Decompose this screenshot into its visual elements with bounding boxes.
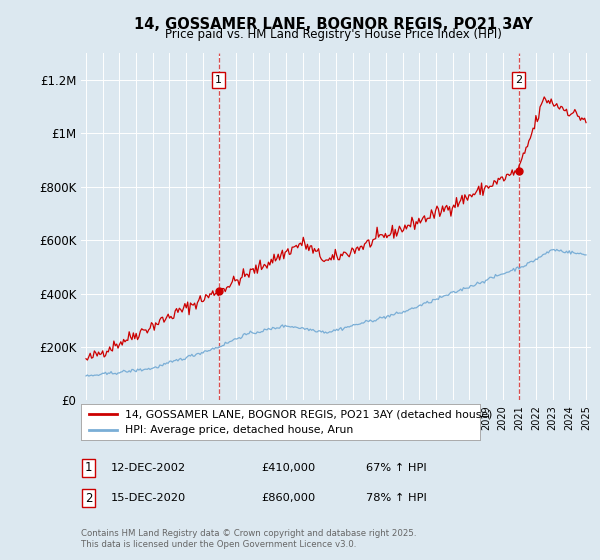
Text: 12-DEC-2002: 12-DEC-2002 [111,463,186,473]
Text: 2: 2 [85,492,92,505]
Text: 2: 2 [515,75,522,85]
Text: 1: 1 [85,461,92,474]
Text: £860,000: £860,000 [261,493,315,503]
Text: 1: 1 [215,75,222,85]
Text: Contains HM Land Registry data © Crown copyright and database right 2025.
This d: Contains HM Land Registry data © Crown c… [81,529,416,549]
Text: £410,000: £410,000 [261,463,315,473]
Text: 14, GOSSAMER LANE, BOGNOR REGIS, PO21 3AY (detached house): 14, GOSSAMER LANE, BOGNOR REGIS, PO21 3A… [125,409,492,419]
Text: HPI: Average price, detached house, Arun: HPI: Average price, detached house, Arun [125,424,353,435]
Text: 67% ↑ HPI: 67% ↑ HPI [366,463,427,473]
Text: Price paid vs. HM Land Registry's House Price Index (HPI): Price paid vs. HM Land Registry's House … [164,28,502,41]
Text: 15-DEC-2020: 15-DEC-2020 [111,493,186,503]
Text: 14, GOSSAMER LANE, BOGNOR REGIS, PO21 3AY: 14, GOSSAMER LANE, BOGNOR REGIS, PO21 3A… [134,17,532,32]
Text: 78% ↑ HPI: 78% ↑ HPI [366,493,427,503]
